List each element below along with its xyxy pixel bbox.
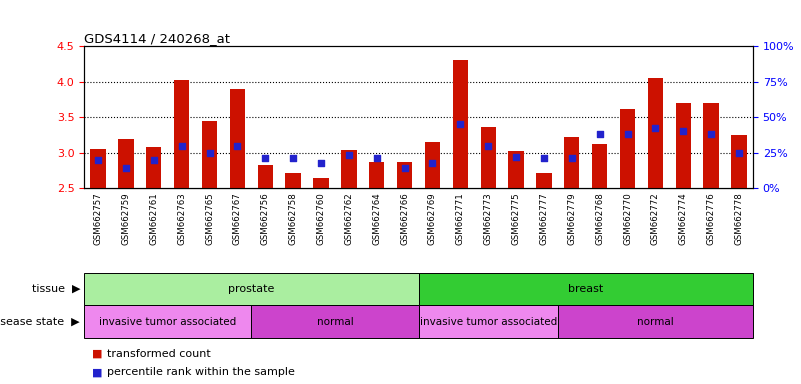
Bar xyxy=(564,137,579,188)
Text: GSM662766: GSM662766 xyxy=(400,192,409,245)
Point xyxy=(509,154,522,160)
Bar xyxy=(258,166,273,188)
Text: GSM662775: GSM662775 xyxy=(512,192,521,245)
Bar xyxy=(675,103,691,188)
Text: GSM662768: GSM662768 xyxy=(595,192,604,245)
Text: GSM662764: GSM662764 xyxy=(372,192,381,245)
Bar xyxy=(481,127,496,188)
Point xyxy=(426,159,439,166)
Bar xyxy=(313,177,328,188)
Text: GSM662770: GSM662770 xyxy=(623,192,632,245)
Point xyxy=(315,159,328,166)
Text: GSM662773: GSM662773 xyxy=(484,192,493,245)
Text: GSM662763: GSM662763 xyxy=(177,192,186,245)
Point xyxy=(343,152,356,159)
Point xyxy=(481,142,494,149)
Point xyxy=(566,155,578,161)
Text: GSM662776: GSM662776 xyxy=(706,192,715,245)
Text: GSM662759: GSM662759 xyxy=(122,192,131,245)
Point xyxy=(259,155,272,161)
Text: invasive tumor associated: invasive tumor associated xyxy=(99,316,236,327)
Text: GSM662778: GSM662778 xyxy=(735,192,743,245)
Point xyxy=(454,121,467,127)
Bar xyxy=(369,162,384,188)
Text: GSM662756: GSM662756 xyxy=(261,192,270,245)
Point xyxy=(649,126,662,132)
Text: percentile rank within the sample: percentile rank within the sample xyxy=(107,367,295,377)
Text: GSM662771: GSM662771 xyxy=(456,192,465,245)
Bar xyxy=(418,305,557,338)
Bar xyxy=(84,305,252,338)
Text: breast: breast xyxy=(568,284,603,294)
Text: transformed count: transformed count xyxy=(107,349,211,359)
Point xyxy=(147,157,160,163)
Bar xyxy=(731,135,747,188)
Bar xyxy=(536,172,552,188)
Point xyxy=(231,142,244,149)
Text: prostate: prostate xyxy=(228,284,275,294)
Text: normal: normal xyxy=(316,316,353,327)
Bar xyxy=(557,305,753,338)
Point xyxy=(287,155,300,161)
Text: tissue  ▶: tissue ▶ xyxy=(31,284,80,294)
Bar xyxy=(703,103,718,188)
Bar xyxy=(509,151,524,188)
Text: GSM662760: GSM662760 xyxy=(316,192,325,245)
Text: GSM662772: GSM662772 xyxy=(651,192,660,245)
Bar xyxy=(146,147,162,188)
Point xyxy=(677,128,690,134)
Text: GSM662779: GSM662779 xyxy=(567,192,576,245)
Bar xyxy=(285,172,301,188)
Text: GSM662761: GSM662761 xyxy=(149,192,159,245)
Point xyxy=(621,131,634,137)
Point xyxy=(733,150,746,156)
Text: ■: ■ xyxy=(92,367,103,377)
Text: normal: normal xyxy=(637,316,674,327)
Bar xyxy=(174,80,189,188)
Text: invasive tumor associated: invasive tumor associated xyxy=(420,316,557,327)
Point xyxy=(537,155,550,161)
Text: GDS4114 / 240268_at: GDS4114 / 240268_at xyxy=(84,32,230,45)
Point xyxy=(594,131,606,137)
Point xyxy=(398,165,411,171)
Text: GSM662762: GSM662762 xyxy=(344,192,353,245)
Bar xyxy=(91,149,106,188)
Text: GSM662765: GSM662765 xyxy=(205,192,214,245)
Bar xyxy=(230,89,245,188)
Point xyxy=(91,157,104,163)
Point xyxy=(119,165,132,171)
Bar xyxy=(397,162,413,188)
Bar xyxy=(592,144,607,188)
Bar xyxy=(453,60,468,188)
Text: GSM662774: GSM662774 xyxy=(678,192,688,245)
Text: disease state  ▶: disease state ▶ xyxy=(0,316,80,327)
Text: GSM662769: GSM662769 xyxy=(428,192,437,245)
Bar xyxy=(119,139,134,188)
Point xyxy=(705,131,718,137)
Bar xyxy=(252,305,418,338)
Text: GSM662758: GSM662758 xyxy=(288,192,298,245)
Bar xyxy=(84,273,418,305)
Text: ■: ■ xyxy=(92,349,103,359)
Bar xyxy=(648,78,663,188)
Bar xyxy=(425,142,440,188)
Text: GSM662757: GSM662757 xyxy=(94,192,103,245)
Text: GSM662767: GSM662767 xyxy=(233,192,242,245)
Bar xyxy=(341,150,356,188)
Point xyxy=(175,142,188,149)
Text: GSM662777: GSM662777 xyxy=(539,192,549,245)
Bar xyxy=(418,273,753,305)
Bar xyxy=(620,109,635,188)
Bar xyxy=(202,121,217,188)
Point xyxy=(370,155,383,161)
Point xyxy=(203,150,216,156)
